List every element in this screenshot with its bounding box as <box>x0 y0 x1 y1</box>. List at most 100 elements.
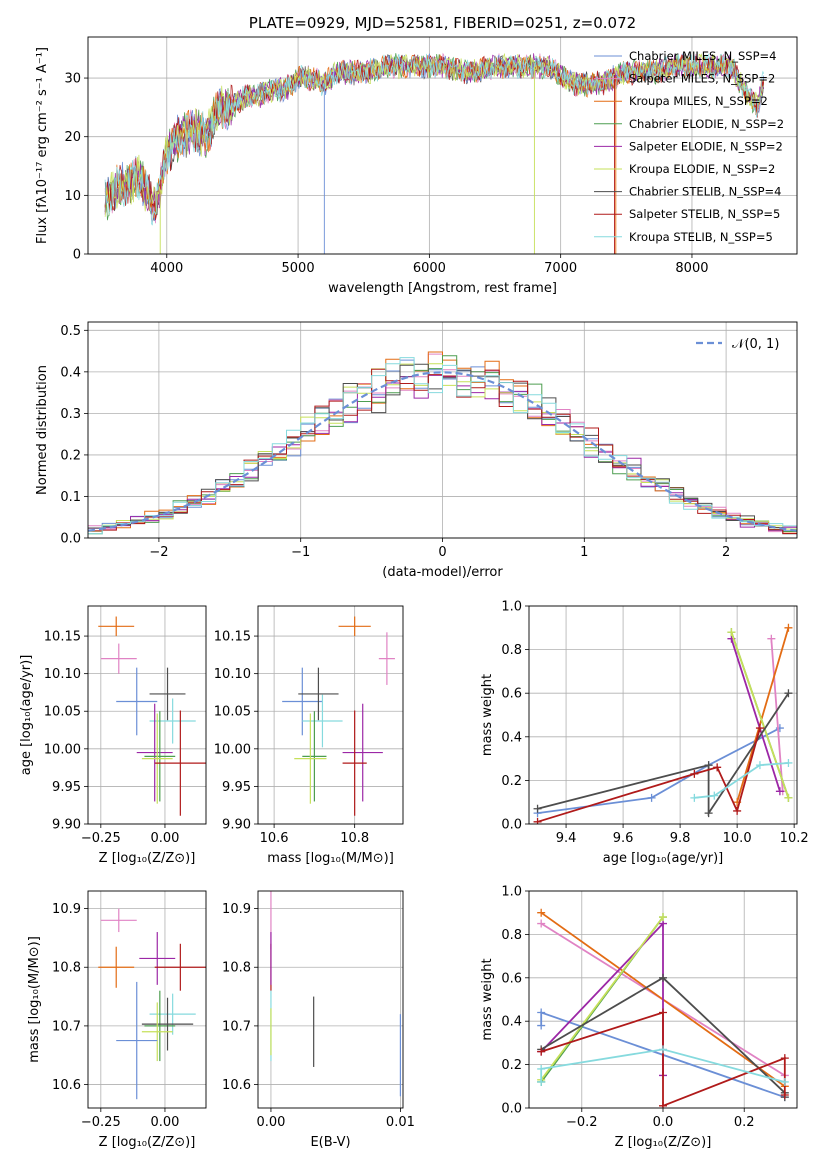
weight-line <box>540 916 664 1081</box>
y-tick-label: 0 <box>73 248 81 263</box>
y-tick-label: 10.8 <box>222 961 251 976</box>
weight-line <box>730 638 781 792</box>
y-tick-label: 0.8 <box>501 928 522 943</box>
x-tick-label: 9.6 <box>613 831 634 846</box>
x-tick-label: −0.25 <box>81 1115 121 1130</box>
weight-marker <box>659 1101 667 1108</box>
spectrum-legend: Chabrier MILES, N_SSP=4 Salpeter MILES, N… <box>594 49 784 244</box>
weight-line <box>537 727 781 814</box>
legend-label: Salpeter STELIB, N_SSP=5 <box>629 207 780 221</box>
x-tick-label: −2 <box>149 545 168 560</box>
legend-label: Chabrier STELIB, N_SSP=4 <box>629 185 781 199</box>
x-axis-label: Z [log₁₀(Z/Z⊙)] <box>615 1135 712 1150</box>
weight-line <box>736 627 790 803</box>
weight-marker <box>755 761 764 770</box>
x-tick-label: 1 <box>580 545 588 560</box>
x-tick-label: 10.8 <box>340 831 369 846</box>
y-tick-label: 10.7 <box>52 1019 81 1034</box>
legend-label: Kroupa STELIB, N_SSP=5 <box>629 230 773 244</box>
legend-label: Kroupa MILES, N_SSP=2 <box>629 94 768 108</box>
x-axis-label: Z [log₁₀(Z/Z⊙)] <box>99 1135 196 1150</box>
x-tick-label: 0.00 <box>150 831 179 846</box>
y-tick-label: 0.5 <box>60 324 81 339</box>
y-tick-label: 0.2 <box>501 774 522 789</box>
weight-marker <box>537 1064 546 1073</box>
weight-marker <box>537 1021 546 1030</box>
x-tick-label: 10.6 <box>260 831 289 846</box>
weight-vs-age-frame <box>528 605 798 825</box>
legend-label: Salpeter MILES, N_SSP=2 <box>629 72 775 86</box>
x-axis-label: mass [log₁₀(M/M⊙)] <box>267 851 394 866</box>
y-tick-label: 1.0 <box>501 600 522 615</box>
x-tick-label: 6000 <box>413 261 446 276</box>
y-tick-label: 0.4 <box>501 730 522 745</box>
mass-vs-Z-frame <box>87 890 207 1109</box>
y-tick-label: 0.0 <box>60 532 81 547</box>
x-tick-label: 7000 <box>544 261 577 276</box>
x-tick-label: 9.8 <box>670 831 691 846</box>
weight-marker <box>537 919 546 928</box>
x-tick-label: 10.0 <box>723 831 752 846</box>
weight-marker <box>784 793 793 802</box>
weight-marker <box>784 623 793 632</box>
spectrum-frame <box>87 36 798 255</box>
weight-marker <box>533 804 542 813</box>
weight-vs-age-panel: 9.4 9.6 9.8 10.0 10.2 0.0 0.2 0.4 0.6 0.8 1.0 age [… <box>480 600 809 867</box>
y-axis-label: mass weight <box>480 674 495 756</box>
weight-marker <box>690 769 699 778</box>
weight-marker <box>704 761 713 770</box>
x-tick-label: 2 <box>722 545 730 560</box>
weight-line <box>537 692 790 817</box>
weight-marker <box>537 1047 546 1056</box>
y-tick-label: 10.8 <box>52 961 81 976</box>
weight-marker <box>659 973 667 982</box>
weight-vs-Z-panel: −0.2 0.0 0.2 0.0 0.2 0.4 0.6 0.8 1.0 Z [log₁₀(Z/Z… <box>480 885 798 1150</box>
mass-vs-Z-ticks: −0.25 0.00 10.6 10.7 10.8 10.9 <box>52 902 179 1130</box>
residuals-frame <box>87 321 798 539</box>
y-tick-label: 9.95 <box>52 780 81 795</box>
weight-vs-Z-frame <box>528 890 798 1109</box>
y-tick-label: 10.05 <box>214 705 251 720</box>
mass-vs-Z-panel: −0.25 0.00 10.6 10.7 10.8 10.9 Z [log₁₀(Z/Z⊙)]… <box>27 890 207 1150</box>
y-tick-label: 30 <box>64 72 81 87</box>
y-tick-label: 0.4 <box>60 365 81 380</box>
y-axis-label: mass [log₁₀(M/M⊙)] <box>27 936 42 1063</box>
age-vs-Z-frame <box>87 605 207 825</box>
x-axis-label: wavelength [Angstrom, rest frame] <box>328 281 557 296</box>
y-tick-label: 0.3 <box>60 407 81 422</box>
y-tick-label: 0.6 <box>501 971 522 986</box>
weight-marker <box>533 817 542 824</box>
x-tick-label: −0.2 <box>566 1115 598 1130</box>
mass-vs-EBV-frame <box>257 890 404 1109</box>
residuals-panel: −2 −1 0 1 2 0.0 0.1 0.2 0.3 0.4 0.5 (data-model)/er… <box>35 321 798 580</box>
weight-marker <box>733 806 742 815</box>
x-axis-label: Z [log₁₀(Z/Z⊙)] <box>99 851 196 866</box>
y-tick-label: 1.0 <box>501 885 522 900</box>
y-tick-label: 10.10 <box>44 667 81 682</box>
y-tick-label: 9.90 <box>52 818 81 833</box>
y-tick-label: 10.00 <box>44 742 81 757</box>
weight-vs-Z-plot <box>537 908 789 1108</box>
age-vs-Z-plot <box>98 616 206 816</box>
y-tick-label: 10.00 <box>214 742 251 757</box>
x-tick-label: 0.0 <box>653 1115 674 1130</box>
y-tick-label: 10.6 <box>222 1078 251 1093</box>
y-axis-label: Normed distribution <box>35 365 50 495</box>
age-vs-Z-panel: −0.25 0.00 9.90 9.95 10.00 10.05 10.10 10.15 Z [… <box>19 605 207 866</box>
y-tick-label: 10.05 <box>44 705 81 720</box>
weight-marker <box>784 689 793 698</box>
mass-vs-EBV-ticks: 0.00 0.01 10.6 10.7 10.8 10.9 <box>222 902 415 1130</box>
mass-vs-Z-plot <box>98 908 206 1100</box>
chart-title: PLATE=0929, MJD=52581, FIBERID=0251, z=0… <box>249 14 636 32</box>
histogram-step <box>88 357 797 535</box>
x-tick-label: 0.00 <box>150 1115 179 1130</box>
age-vs-mass-frame <box>257 605 404 825</box>
weight-line <box>730 631 790 799</box>
x-tick-label: −0.25 <box>81 831 121 846</box>
weight-marker <box>659 913 667 922</box>
weight-marker <box>537 908 546 917</box>
y-tick-label: 9.90 <box>222 818 251 833</box>
y-tick-label: 0.6 <box>501 687 522 702</box>
weight-marker <box>780 1077 789 1086</box>
